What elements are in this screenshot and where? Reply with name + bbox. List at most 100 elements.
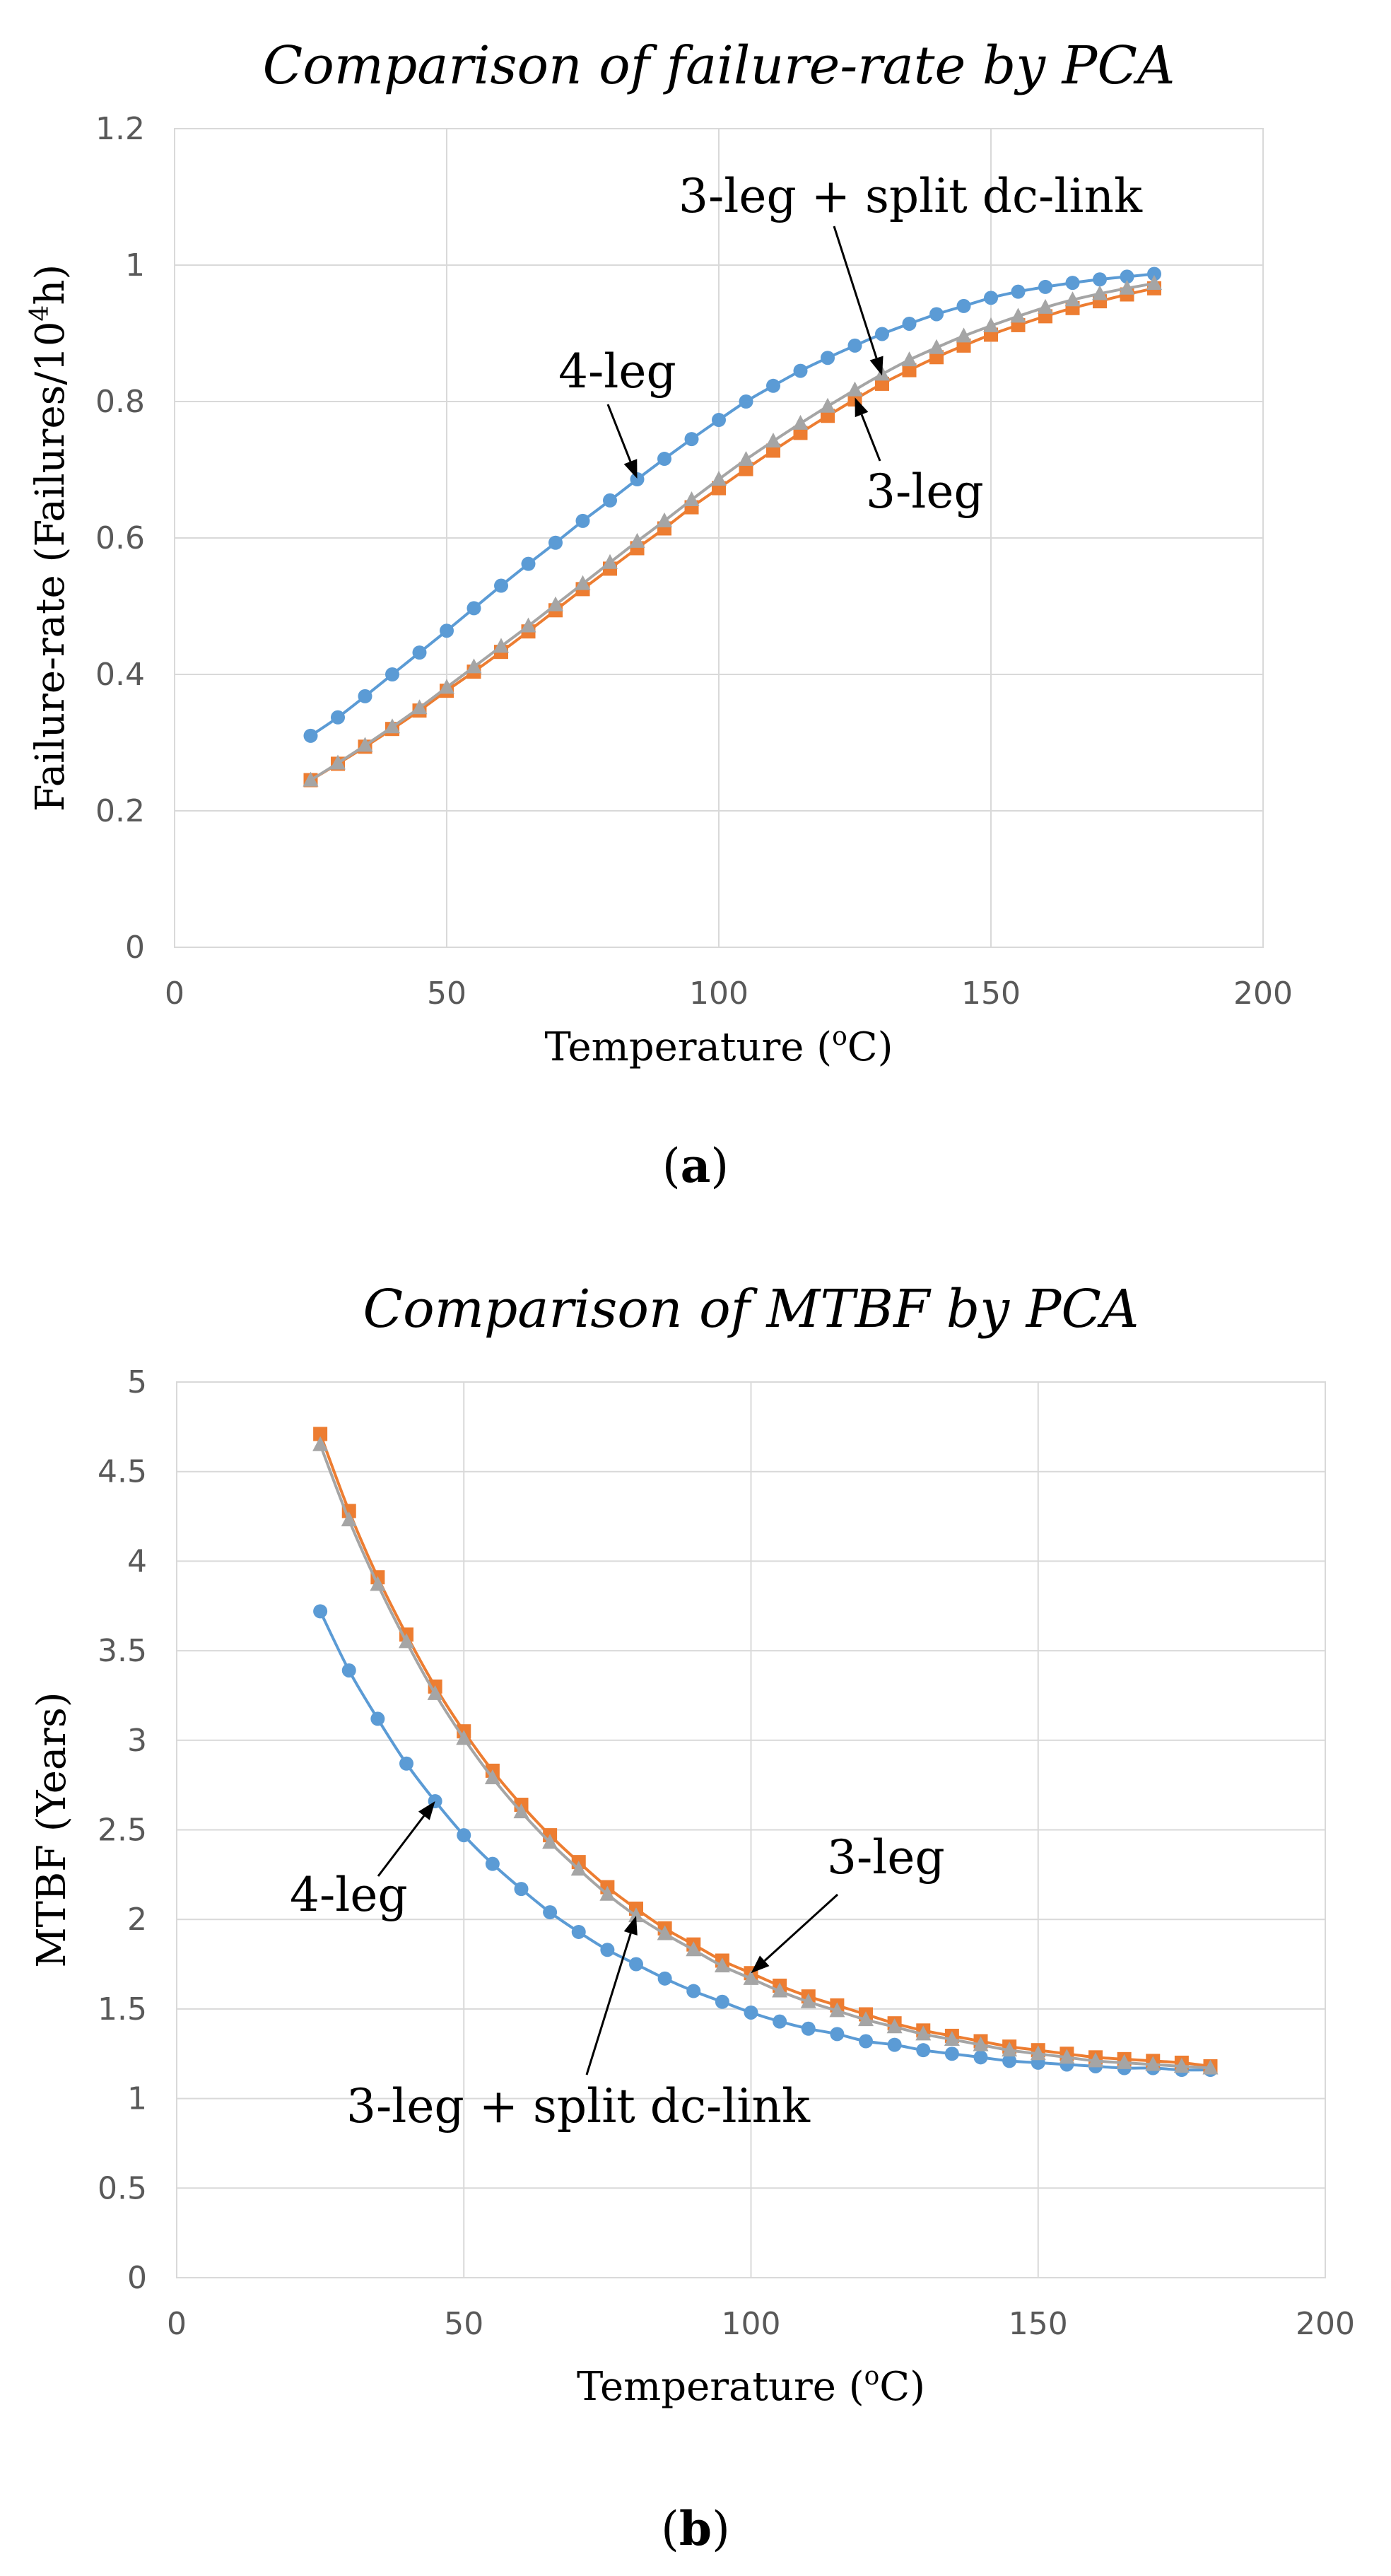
- annotation-label: 3-leg + split dc-link: [679, 169, 1143, 223]
- data-point-4-leg: [766, 378, 780, 393]
- data-point-4-leg: [801, 2021, 816, 2036]
- data-point-4-leg: [984, 291, 998, 305]
- data-point-3-leg-split-dc-link: [357, 737, 373, 752]
- data-point-4-leg: [303, 728, 318, 743]
- data-point-3-leg-split-dc-link: [370, 1576, 386, 1591]
- data-point-3-leg-split-dc-link: [385, 718, 400, 734]
- data-point-3-leg-split-dc-link: [657, 1925, 673, 1940]
- series-4-leg: [303, 267, 1161, 743]
- data-point-3-leg-split-dc-link: [886, 2018, 903, 2034]
- data-point-3-leg-split-dc-link: [1145, 2056, 1161, 2071]
- series-line-4-leg: [319, 1610, 1211, 2072]
- data-point-4-leg: [1093, 272, 1107, 287]
- data-point-3-leg-split-dc-link: [820, 397, 835, 413]
- data-point-3-leg-split-dc-link: [456, 1730, 472, 1745]
- data-point-4-leg: [1065, 276, 1080, 291]
- data-point-3-leg-split-dc-link: [341, 1511, 357, 1527]
- y-tick-label: 0.8: [95, 384, 145, 420]
- data-point-3-leg-split-dc-link: [683, 491, 700, 506]
- series-3-leg: [313, 1427, 1218, 2073]
- annotation-arrow-line: [585, 1933, 632, 2076]
- annotation-arrow-line: [860, 414, 881, 462]
- data-point-3-leg-split-dc-link: [1059, 2049, 1075, 2064]
- data-point-4-leg: [571, 1924, 586, 1939]
- annotation-label: 3-leg: [827, 1830, 945, 1885]
- data-point-4-leg: [575, 513, 590, 528]
- y-tick-label: 4: [127, 1543, 147, 1579]
- data-point-3-leg-split-dc-link: [929, 339, 944, 354]
- data-point-3-leg-split-dc-link: [714, 1957, 730, 1973]
- data-point-4-leg: [887, 2037, 902, 2052]
- data-point-3-leg-split-dc-link: [629, 532, 645, 548]
- series-line-3-leg-split-dc-link: [310, 282, 1155, 782]
- series-line-3-leg: [319, 1433, 1211, 2068]
- data-point-4-leg: [514, 1882, 529, 1897]
- x-tick-label: 50: [444, 2306, 483, 2342]
- data-point-4-leg: [739, 394, 753, 409]
- annotation-arrow-head: [855, 397, 869, 418]
- y-tick-label: 0.6: [95, 520, 145, 556]
- data-point-3-leg-split-dc-link: [411, 699, 428, 715]
- annotation-arrow-line: [833, 226, 878, 359]
- x-tick-label: 200: [1296, 2306, 1355, 2342]
- annotation-4-leg: 4-leg: [290, 1801, 435, 1922]
- data-point-3-leg-split-dc-link: [330, 754, 346, 770]
- data-point-4-leg: [548, 535, 563, 550]
- data-point-3-leg-split-dc-link: [973, 2036, 989, 2051]
- data-point-3-leg-split-dc-link: [792, 414, 809, 430]
- data-point-3-leg-split-dc-link: [520, 617, 536, 633]
- y-tick-label: 1: [127, 2081, 147, 2117]
- annotation-label: 3-leg: [866, 464, 984, 519]
- data-point-4-leg: [457, 1828, 471, 1843]
- annotation-arrow-head: [869, 356, 884, 376]
- chart-failure-rate: Comparison of failure-rate by PCA 0 0.2 0.4…: [25, 35, 1293, 1070]
- annotation-3-leg: 3-leg: [855, 397, 984, 519]
- series-3-leg: [303, 281, 1161, 788]
- series-line-3-leg: [310, 286, 1155, 782]
- data-point-3-leg-split-dc-link: [765, 432, 781, 447]
- y-tick-label: 3.5: [98, 1633, 147, 1669]
- data-point-4-leg: [657, 452, 671, 467]
- data-point-4-leg: [916, 2043, 931, 2058]
- data-point-4-leg: [773, 2014, 787, 2029]
- annotation-arrow-head: [623, 1916, 638, 1936]
- y-tick-label: 3: [127, 1723, 147, 1759]
- y-tick-label: 0: [125, 930, 145, 966]
- data-point-3-leg-split-dc-link: [466, 658, 482, 674]
- annotation-3-leg: 3-leg: [751, 1830, 945, 1974]
- annotation-arrow-head: [751, 1955, 770, 1974]
- data-point-3-leg-split-dc-link: [901, 351, 917, 367]
- annotation-label: 4-leg: [558, 344, 676, 399]
- series-3-leg-split-dc-link: [312, 1436, 1219, 2075]
- data-point-3-leg-split-dc-link: [1092, 285, 1108, 300]
- x-tick-label: 50: [427, 976, 466, 1012]
- y-tick-label: 0.2: [95, 793, 145, 829]
- annotation-arrow-head: [418, 1801, 435, 1820]
- data-point-4-leg: [1147, 267, 1161, 281]
- annotation-arrow-line: [377, 1815, 425, 1877]
- data-point-4-leg: [929, 307, 944, 322]
- data-point-3-leg-split-dc-link: [542, 1834, 558, 1849]
- data-point-4-leg: [944, 2047, 959, 2061]
- data-point-4-leg: [385, 667, 399, 681]
- data-point-3-leg: [902, 363, 917, 377]
- data-point-3-leg-split-dc-link: [513, 1803, 529, 1819]
- x-tick-label: 0: [167, 2306, 187, 2342]
- annotation-label: 3-leg + split dc-link: [346, 2079, 811, 2133]
- data-point-4-leg: [412, 645, 427, 660]
- x-tick-label: 100: [689, 976, 749, 1012]
- data-point-3-leg-split-dc-link: [800, 1993, 816, 2008]
- annotation-arrow-line: [763, 1893, 839, 1962]
- data-point-4-leg: [1038, 279, 1052, 294]
- data-point-4-leg: [821, 351, 835, 365]
- x-tick-label: 100: [722, 2306, 781, 2342]
- data-point-4-leg: [875, 327, 889, 341]
- data-point-4-leg: [956, 298, 971, 313]
- y-tick-label: 0.4: [95, 657, 145, 693]
- data-point-3-leg-split-dc-link: [738, 451, 754, 467]
- gridlines: [174, 128, 1264, 948]
- data-point-3-leg-split-dc-link: [493, 638, 509, 653]
- x-tick-label: 0: [165, 976, 184, 1012]
- data-point-3-leg-split-dc-link: [711, 471, 727, 486]
